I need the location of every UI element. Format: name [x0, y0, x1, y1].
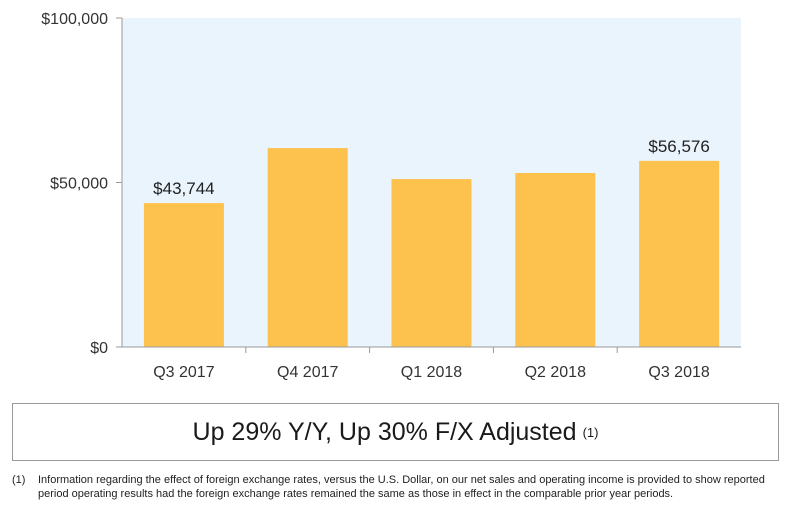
x-tick-label: Q2 2018: [525, 364, 586, 381]
x-tick-label: Q3 2018: [648, 364, 709, 381]
x-tick-label: Q3 2017: [153, 364, 214, 381]
bar: [515, 173, 596, 347]
growth-callout-box: Up 29% Y/Y, Up 30% F/X Adjusted (1): [12, 403, 779, 461]
growth-callout-text: Up 29% Y/Y, Up 30% F/X Adjusted: [192, 417, 577, 446]
bar: [391, 179, 472, 347]
growth-callout-footnote-ref: (1): [582, 424, 599, 440]
bars: [143, 148, 720, 347]
footnote-text: Information regarding the effect of fore…: [38, 474, 765, 500]
data-labels: $43,744 $56,576: [153, 137, 710, 198]
x-axis-ticks: Q3 2017 Q4 2017 Q1 2018 Q2 2018 Q3 2018: [122, 346, 741, 381]
y-tick-label: $100,000: [41, 11, 108, 28]
y-axis-ticks: $0 $50,000 $100,000: [41, 11, 123, 357]
bar: [639, 160, 720, 347]
footnote-marker: (1): [12, 474, 26, 486]
y-tick-label: $0: [90, 340, 108, 357]
footnote: (1) Information regarding the effect of …: [12, 473, 794, 501]
bar: [267, 148, 348, 347]
data-label: $43,744: [153, 179, 214, 198]
y-tick-label: $50,000: [50, 176, 108, 193]
data-label: $56,576: [648, 137, 709, 156]
x-tick-label: Q1 2018: [401, 364, 462, 381]
x-tick-label: Q4 2017: [277, 364, 338, 381]
bar: [143, 203, 224, 347]
net-sales-bar-chart: $0 $50,000 $100,000 $43,744 $56,576 Q3 2017…: [41, 11, 741, 381]
